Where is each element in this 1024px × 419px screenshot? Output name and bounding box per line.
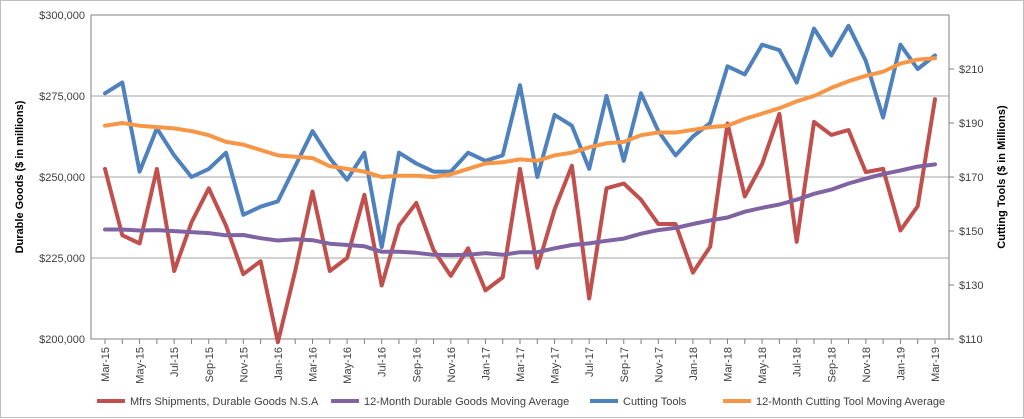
x-tick-label: Mar-17 (515, 347, 527, 382)
x-tick-label: Nov-16 (446, 347, 458, 382)
x-tick-label: Jul-16 (377, 347, 389, 377)
series-line-2 (103, 162, 937, 258)
x-tick-label: Sep-17 (619, 347, 631, 382)
x-tick-label: Sep-18 (826, 347, 838, 382)
y-right-tick-label: $130 (959, 280, 983, 292)
x-tick-label: Sep-15 (204, 347, 216, 382)
y-right-tick-label: $190 (959, 118, 983, 130)
x-tick-label: May-18 (757, 347, 769, 384)
y-left-tick-label: $250,000 (39, 172, 85, 184)
x-tick-label: Jul-17 (584, 347, 596, 377)
legend-label: 12-Month Durable Goods Moving Average (364, 396, 569, 408)
x-tick-label: Mar-16 (308, 347, 320, 382)
x-tick-label: Mar-15 (100, 347, 112, 382)
y-left-axis-title: Durable Goods ($ in millions) (14, 100, 26, 253)
series-line-3 (103, 23, 937, 250)
y-left-tick-label: $300,000 (39, 10, 85, 22)
x-tick-label: Nov-17 (653, 347, 665, 382)
x-tick-label: Jul-15 (169, 347, 181, 377)
y-left-tick-label: $275,000 (39, 91, 85, 103)
x-tick-label: Nov-18 (861, 347, 873, 382)
y-right-tick-label: $110 (959, 334, 983, 346)
x-tick-label: Nov-15 (238, 347, 250, 382)
x-tick-label: Jan-17 (480, 347, 492, 381)
series-line-1 (103, 97, 937, 345)
x-tick-label: Sep-16 (411, 347, 423, 382)
x-tick-label: May-17 (550, 347, 562, 384)
series-line-4 (103, 56, 937, 179)
y-right-axis-title: Cutting Tools ($ in Millions) (996, 105, 1008, 249)
x-tick-label: Jan-16 (273, 347, 285, 381)
x-tick-label: Jan-18 (688, 347, 700, 381)
y-right-tick-label: $210 (959, 64, 983, 76)
legend-label: Mfrs Shipments, Durable Goods N.S.A (130, 396, 319, 408)
x-tick-label: Mar-18 (723, 347, 735, 382)
legend-label: Cutting Tools (623, 396, 687, 408)
x-tick-label: Mar-19 (930, 347, 942, 382)
x-tick-label: May-15 (135, 347, 147, 384)
y-right-tick-label: $150 (959, 226, 983, 238)
y-left-tick-label: $225,000 (39, 253, 85, 265)
y-left-tick-label: $200,000 (39, 334, 85, 346)
x-tick-label: Jan-19 (895, 347, 907, 381)
y-right-tick-label: $170 (959, 172, 983, 184)
legend-label: 12-Month Cutting Tool Moving Average (756, 396, 945, 408)
x-tick-label: Jul-18 (792, 347, 804, 377)
x-tick-label: May-16 (342, 347, 354, 384)
